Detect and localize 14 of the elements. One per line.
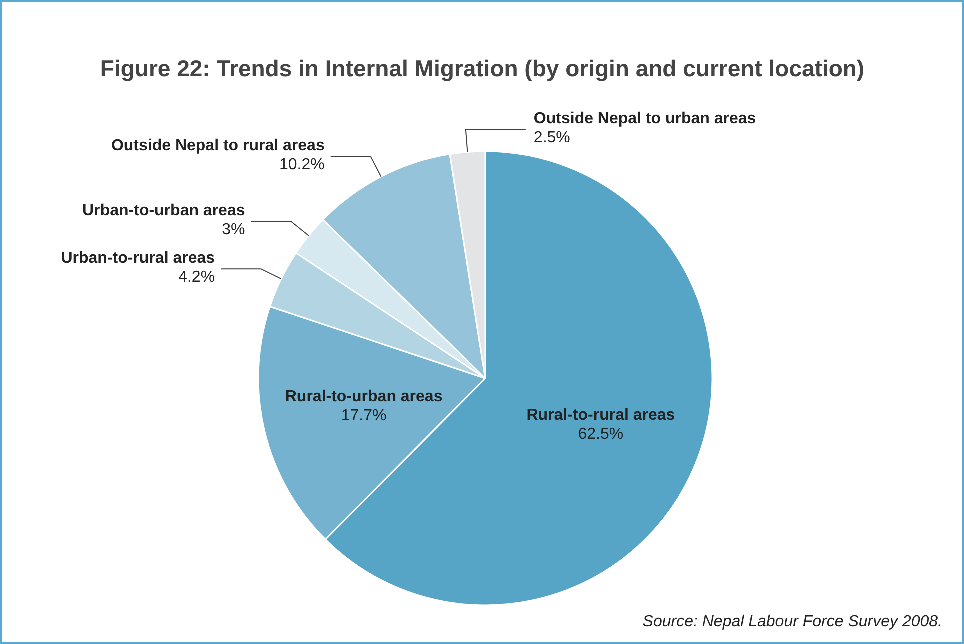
slice-label: Outside Nepal to rural areas	[111, 138, 325, 155]
data-label: 4.2%	[178, 269, 216, 286]
slice-label: Outside Nepal to urban areas	[534, 110, 756, 128]
data-label: 2.5%	[534, 130, 570, 147]
data-label: 10.2%	[279, 156, 325, 174]
source-note: Source: Nepal Labour Force Survey 2008.	[642, 614, 943, 630]
slice-label: Urban-to-rural areas	[61, 250, 216, 268]
data-label: 62.5%	[578, 426, 624, 444]
chart-title: Figure 22: Trends in Internal Migration (by origin and current location)	[100, 56, 865, 82]
slice-label: Rural-to-urban areas	[285, 388, 443, 406]
slice-label: Urban-to-urban areas	[82, 202, 246, 220]
data-label: 17.7%	[341, 407, 387, 424]
data-label: 3%	[222, 222, 246, 239]
slice-label: Rural-to-rural areas	[526, 407, 676, 424]
